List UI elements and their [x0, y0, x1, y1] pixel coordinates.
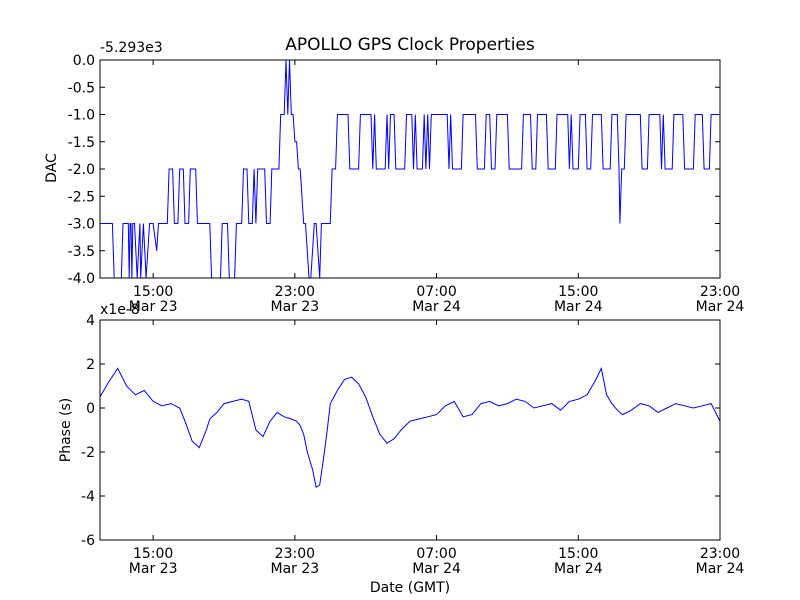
dac-x-tick-date: Mar 24: [696, 299, 745, 315]
x-axis-label: Date (GMT): [370, 580, 450, 596]
phase-x-tick-time: 07:00: [416, 546, 456, 562]
dac-y-tick-label: -1.0: [68, 108, 95, 124]
dac-y-tick-label: 0.0: [73, 53, 95, 69]
phase-y-tick-label: -6: [81, 533, 95, 549]
dac-x-tick-date: Mar 24: [412, 299, 461, 315]
dac-panel: -5.293e3 DAC 0.0 -0.5 -1.0 -1.5 -2.0 -2.5 -3.0…: [44, 40, 744, 315]
dac-x-tick-date: Mar 23: [271, 299, 320, 315]
dac-y-tick-label: -3.0: [68, 217, 95, 233]
dac-y-tick-label: -1.5: [68, 135, 95, 151]
phase-y-tick-label: -4: [81, 489, 95, 505]
phase-x-tick-time: 23:00: [275, 546, 315, 562]
chart-title: APOLLO GPS Clock Properties: [285, 35, 535, 55]
dac-y-tick-label: -2.0: [68, 162, 95, 178]
phase-offset-label: x1e-8: [100, 302, 140, 318]
phase-x-tick-date: Mar 24: [696, 561, 745, 577]
phase-x-tick-date: Mar 24: [412, 561, 461, 577]
dac-x-tick-date: Mar 23: [129, 299, 178, 315]
phase-x-tick-time: 15:00: [133, 546, 173, 562]
phase-plot-frame: [99, 319, 721, 541]
phase-x-tick-date: Mar 24: [554, 561, 603, 577]
phase-y-tick-label: 2: [86, 357, 95, 373]
dac-y-tick-label: -0.5: [68, 80, 95, 96]
dac-y-ticks: 0.0 -0.5 -1.0 -1.5 -2.0 -2.5 -3.0 -3.5 -4.0: [68, 53, 720, 287]
phase-y-tick-label: 4: [86, 313, 95, 329]
phase-x-tick-time: 15:00: [558, 546, 598, 562]
phase-x-tick-date: Mar 23: [271, 561, 320, 577]
dac-x-tick-time: 23:00: [700, 284, 740, 300]
phase-x-tick-date: Mar 23: [129, 561, 178, 577]
dac-x-tick-date: Mar 24: [554, 299, 603, 315]
phase-y-axis-label: Phase (s): [58, 398, 74, 462]
dac-y-tick-label: -2.5: [68, 189, 95, 205]
dac-offset-label: -5.293e3: [100, 40, 163, 56]
dac-y-tick-label: -4.0: [68, 271, 95, 287]
dac-series-line: [100, 59, 720, 279]
phase-y-tick-label: -2: [81, 445, 95, 461]
phase-x-tick-time: 23:00: [700, 546, 740, 562]
dac-x-tick-time: 07:00: [416, 284, 456, 300]
dac-x-tick-time: 23:00: [275, 284, 315, 300]
dac-x-tick-time: 15:00: [133, 284, 173, 300]
dac-x-tick-time: 15:00: [558, 284, 598, 300]
dac-y-tick-label: -3.5: [68, 244, 95, 260]
phase-y-tick-label: 0: [86, 401, 95, 417]
dac-y-axis-label: DAC: [44, 153, 60, 183]
dac-plot-frame: [99, 59, 721, 279]
phase-series-line: [99, 366, 721, 489]
